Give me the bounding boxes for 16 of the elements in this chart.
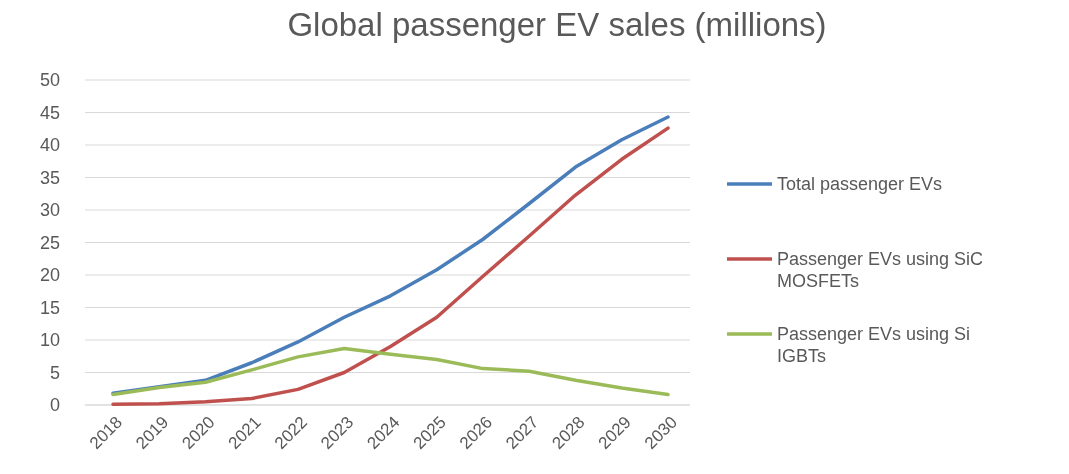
chart-title: Global passenger EV sales (millions)	[287, 6, 827, 43]
legend-label: Passenger EVs using SiC MOSFETs	[777, 249, 984, 292]
y-tick-label: 15	[39, 297, 60, 318]
y-tick-label: 25	[39, 232, 60, 253]
y-tick-label: 50	[39, 70, 60, 91]
y-tick-label: 40	[39, 135, 60, 156]
y-tick-label: 45	[39, 102, 60, 123]
y-tick-label: 30	[39, 200, 60, 221]
y-tick-label: 0	[49, 395, 60, 416]
y-tick-label: 5	[49, 362, 60, 383]
y-tick-label: 20	[39, 265, 60, 286]
legend-label: Passenger EVs using Si IGBTs	[777, 324, 971, 367]
line-series	[111, 346, 670, 397]
y-tick-label: 35	[39, 167, 60, 188]
legend-label: Total passenger EVs	[777, 174, 943, 195]
y-tick-label: 10	[39, 330, 60, 351]
